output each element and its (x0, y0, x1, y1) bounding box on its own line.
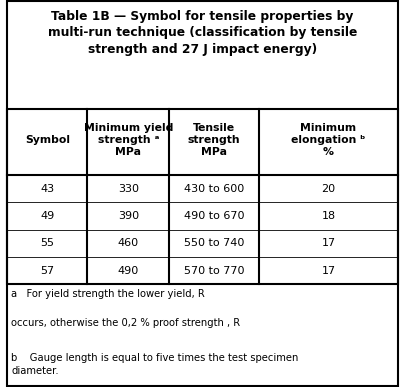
Text: 390: 390 (118, 211, 139, 221)
Text: 18: 18 (321, 211, 335, 221)
Text: a   For yield strength the lower yield, R: a For yield strength the lower yield, R (11, 289, 205, 299)
Text: 430 to 600: 430 to 600 (184, 183, 244, 194)
Text: Minimum yield
strength ᵃ
MPa: Minimum yield strength ᵃ MPa (84, 123, 173, 158)
Text: 460: 460 (118, 238, 139, 248)
Text: Tensile
strength
MPa: Tensile strength MPa (188, 123, 241, 158)
Text: occurs, otherwise the 0,2 % proof strength , R: occurs, otherwise the 0,2 % proof streng… (11, 318, 241, 328)
Text: 55: 55 (40, 238, 54, 248)
Text: 43: 43 (40, 183, 54, 194)
Text: 570 to 770: 570 to 770 (184, 266, 245, 276)
Text: 490 to 670: 490 to 670 (184, 211, 245, 221)
Text: 57: 57 (40, 266, 54, 276)
Text: Minimum
elongation ᵇ
%: Minimum elongation ᵇ % (291, 123, 366, 158)
Bar (7, 109, 398, 284)
Text: 550 to 740: 550 to 740 (184, 238, 244, 248)
Text: 490: 490 (118, 266, 139, 276)
Text: 17: 17 (321, 266, 335, 276)
Text: 330: 330 (118, 183, 139, 194)
Text: 49: 49 (40, 211, 54, 221)
Text: Symbol: Symbol (25, 135, 70, 145)
Text: 20: 20 (321, 183, 335, 194)
Text: Table 1B — Symbol for tensile properties by
multi-run technique (classification : Table 1B — Symbol for tensile properties… (48, 10, 357, 56)
Text: 17: 17 (321, 238, 335, 248)
Text: b    Gauge length is equal to five times the test specimen
diameter.: b Gauge length is equal to five times th… (11, 353, 299, 376)
